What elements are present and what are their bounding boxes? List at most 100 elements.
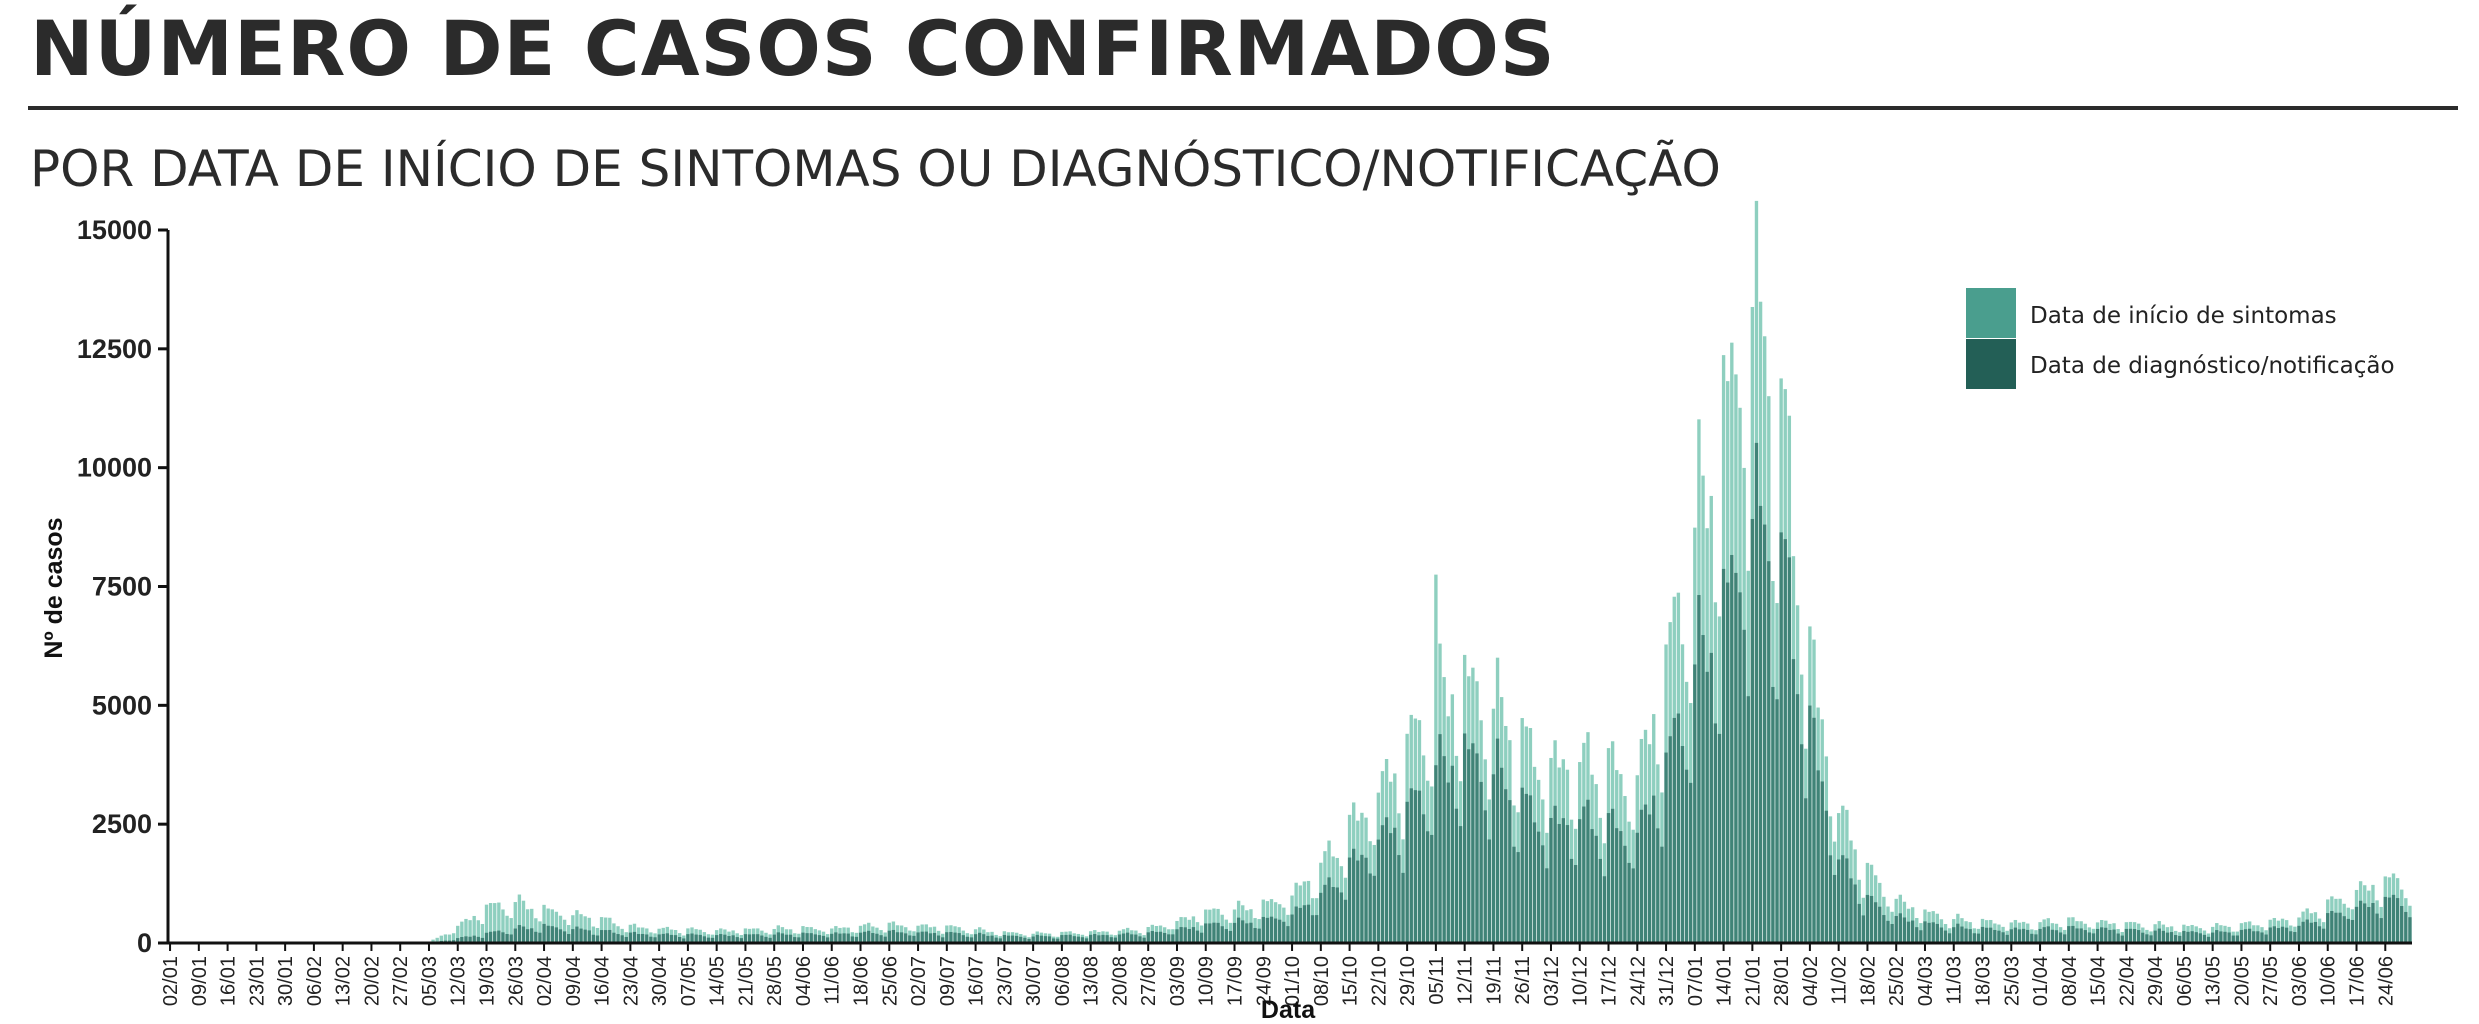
bar-symptom-onset (464, 918, 468, 943)
bar-symptom-onset (530, 908, 534, 943)
bar-diagnosis (1241, 920, 1245, 943)
bar-diagnosis (686, 934, 690, 943)
bar-diagnosis (941, 937, 945, 943)
bar-diagnosis (2100, 927, 2104, 943)
x-tick-label: 20/02 (361, 956, 383, 1006)
x-tick-label: 30/07 (1023, 956, 1045, 1006)
bar-diagnosis (1639, 809, 1644, 943)
bar-diagnosis (1060, 935, 1064, 943)
bar-diagnosis (1117, 934, 1122, 943)
bar-diagnosis (1750, 518, 1755, 943)
bar-diagnosis (1689, 782, 1693, 943)
bar-diagnosis (2021, 928, 2026, 943)
bar-diagnosis (1993, 929, 1997, 943)
x-tick-label: 20/05 (2231, 956, 2253, 1006)
bar-diagnosis (1356, 860, 1360, 943)
bar-diagnosis (916, 932, 920, 943)
bar-diagnosis (1602, 876, 1607, 943)
bar-diagnosis (616, 934, 620, 943)
bar-diagnosis (1705, 671, 1709, 943)
bar-diagnosis (1056, 938, 1060, 943)
bar-diagnosis (1142, 937, 1146, 943)
bar-diagnosis (1425, 831, 1430, 943)
bar-diagnosis (2297, 925, 2301, 943)
bar-diagnosis (1984, 927, 1989, 943)
bar-diagnosis (825, 937, 830, 943)
bar-symptom-onset (439, 935, 443, 943)
x-tick-label: 10/06 (2318, 956, 2340, 1006)
bar-diagnosis (1767, 561, 1771, 943)
bar-symptom-onset (1434, 574, 1438, 943)
bar-symptom-onset (525, 909, 530, 943)
bar-diagnosis (2141, 932, 2145, 943)
bar-diagnosis (1808, 705, 1812, 943)
bar-diagnosis (751, 934, 756, 943)
bar-diagnosis (1015, 935, 1019, 943)
bar-symptom-onset (476, 920, 480, 943)
bar-diagnosis (1902, 917, 1907, 943)
bar-diagnosis (1828, 855, 1833, 943)
bar-diagnosis (891, 929, 896, 943)
bar-diagnosis (1421, 814, 1426, 943)
bar-diagnosis (558, 929, 563, 943)
bar-diagnosis (1306, 904, 1311, 943)
bar-diagnosis (1261, 916, 1265, 943)
bar-diagnosis (1578, 819, 1582, 943)
bar-diagnosis (1327, 877, 1331, 943)
bar-diagnosis (1672, 717, 1676, 943)
bar-symptom-onset (451, 933, 456, 943)
bar-diagnosis (1610, 808, 1615, 943)
bar-diagnosis (2350, 919, 2355, 943)
bar-diagnosis (887, 930, 891, 943)
bar-diagnosis (1721, 568, 1726, 943)
x-tick-label: 25/06 (879, 956, 901, 1006)
bar-diagnosis (1598, 858, 1602, 943)
bar-diagnosis (2190, 931, 2194, 943)
title-divider (28, 106, 2458, 110)
bar-diagnosis (1158, 931, 1163, 943)
bar-diagnosis (1504, 789, 1508, 943)
bar-diagnosis (2005, 934, 2009, 943)
bar-diagnosis (1146, 932, 1150, 943)
x-tick-label: 12/11 (1455, 956, 1477, 1005)
bar-diagnosis (673, 935, 678, 943)
bar-diagnosis (534, 931, 538, 943)
bar-diagnosis (1923, 921, 1927, 943)
bar-diagnosis (472, 935, 476, 943)
bar-diagnosis (1931, 922, 1935, 943)
bar-diagnosis (1002, 934, 1007, 943)
bar-diagnosis (743, 934, 748, 943)
bar-diagnosis (1652, 795, 1656, 943)
x-tick-label: 09/04 (563, 956, 585, 1006)
bar-diagnosis (830, 933, 834, 943)
bar-diagnosis (1520, 787, 1524, 943)
bar-symptom-onset (456, 925, 460, 943)
bar-diagnosis (669, 934, 674, 943)
bar-diagnosis (1861, 915, 1866, 943)
bar-diagnosis (1738, 592, 1742, 943)
bar-diagnosis (1943, 930, 1948, 943)
x-tick-label: 27/08 (1138, 956, 1160, 1006)
bar-diagnosis (731, 935, 735, 943)
bar-diagnosis (677, 936, 682, 943)
bar-diagnosis (1093, 934, 1097, 943)
bar-diagnosis (723, 934, 727, 943)
bar-diagnosis (899, 932, 904, 943)
bar-diagnosis (604, 930, 608, 943)
bar-diagnosis (1853, 884, 1857, 943)
bar-symptom-onset (480, 923, 485, 943)
bar-diagnosis (1976, 933, 1981, 943)
bar-diagnosis (1483, 810, 1487, 943)
bar-diagnosis (562, 931, 567, 943)
x-tick-label: 23/04 (620, 956, 642, 1006)
bar-diagnosis (1273, 918, 1278, 943)
x-tick-label: 11/06 (822, 956, 844, 1005)
bar-diagnosis (986, 935, 990, 943)
bar-diagnosis (2112, 929, 2116, 943)
bar-diagnosis (1935, 923, 1939, 943)
bar-diagnosis (1319, 892, 1323, 943)
bar-diagnosis (1278, 919, 1282, 943)
bar-diagnosis (1331, 887, 1335, 943)
bar-diagnosis (1664, 752, 1668, 943)
x-tick-label: 07/01 (1685, 956, 1707, 1006)
